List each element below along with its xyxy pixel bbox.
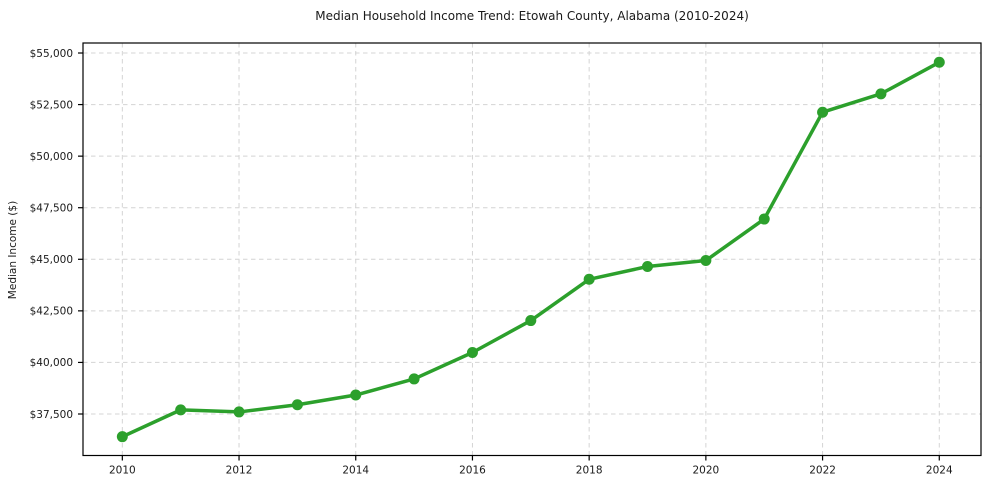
x-tick-label: 2022 (809, 465, 836, 477)
data-point-marker (466, 347, 478, 359)
data-point-marker (933, 56, 945, 68)
trend-line (120, 60, 942, 439)
data-point-marker (700, 255, 712, 267)
x-tick-label: 2012 (226, 465, 253, 477)
y-tick-label: $45,000 (30, 254, 73, 266)
data-point-marker (233, 406, 245, 418)
x-tick-label: 2016 (459, 465, 486, 477)
y-tick-label: $37,500 (30, 409, 73, 421)
y-tick-label: $42,500 (30, 306, 73, 318)
x-tick-label: 2024 (926, 465, 953, 477)
y-tick-label: $50,000 (30, 151, 73, 163)
data-point-marker (875, 88, 887, 100)
x-tick-label: 2010 (109, 465, 136, 477)
y-tick-label: $40,000 (30, 357, 73, 369)
x-tick-label: 2020 (692, 465, 719, 477)
x-tick-label: 2018 (576, 465, 603, 477)
y-tick-label: $52,500 (30, 99, 73, 111)
data-point-marker (175, 404, 187, 416)
data-point-marker (525, 315, 537, 327)
data-point-marker (817, 106, 829, 118)
data-point-marker (408, 373, 420, 385)
data-point-marker (116, 431, 128, 443)
data-point-marker (350, 389, 362, 401)
y-tick-label: $47,500 (30, 203, 73, 215)
data-point-marker (291, 399, 303, 411)
data-point-marker (642, 261, 654, 273)
data-point-marker (758, 213, 770, 225)
plot-border (82, 42, 982, 457)
y-tick-label: $55,000 (30, 48, 73, 60)
x-tick-label: 2014 (342, 465, 369, 477)
data-point-marker (583, 273, 595, 285)
chart-title: Median Household Income Trend: Etowah Co… (315, 9, 749, 23)
